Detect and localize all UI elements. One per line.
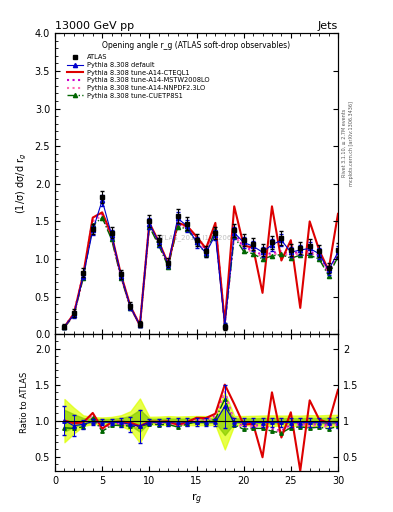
X-axis label: r$_g$: r$_g$ [191, 492, 202, 507]
Text: Opening angle r_g (ATLAS soft-drop observables): Opening angle r_g (ATLAS soft-drop obser… [103, 41, 290, 50]
Y-axis label: (1/σ) dσ/d r$_g$: (1/σ) dσ/d r$_g$ [15, 153, 29, 215]
Text: mcplots.cern.ch [arXiv:1306.3436]: mcplots.cern.ch [arXiv:1306.3436] [349, 101, 354, 186]
Text: 13000 GeV pp: 13000 GeV pp [55, 21, 134, 31]
Text: Rivet 3.1.10, ≥ 2.7M events: Rivet 3.1.10, ≥ 2.7M events [342, 109, 346, 178]
Y-axis label: Ratio to ATLAS: Ratio to ATLAS [20, 372, 29, 433]
Legend: ATLAS, Pythia 8.308 default, Pythia 8.308 tune-A14-CTEQL1, Pythia 8.308 tune-A14: ATLAS, Pythia 8.308 default, Pythia 8.30… [64, 52, 212, 101]
Text: Jets: Jets [318, 21, 338, 31]
Text: ATLAS_2019_I1772062: ATLAS_2019_I1772062 [157, 234, 236, 241]
